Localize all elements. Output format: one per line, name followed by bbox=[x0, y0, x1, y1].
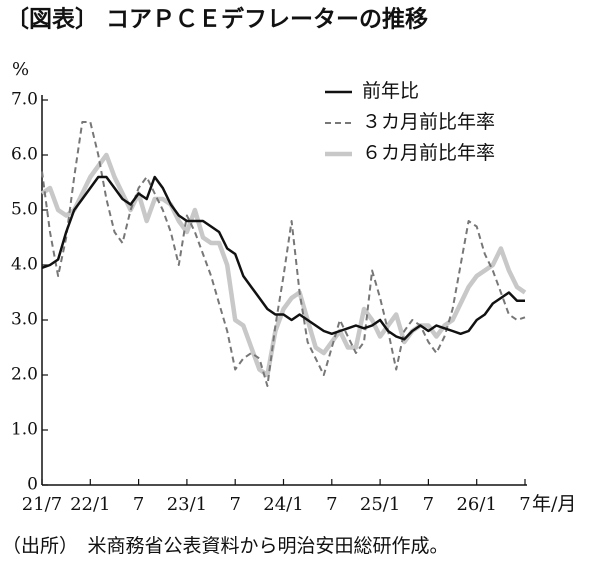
y-tick-label: 1.0 bbox=[11, 420, 38, 440]
y-tick-label: 5.0 bbox=[11, 200, 38, 220]
y-tick-label: 6.0 bbox=[11, 145, 38, 165]
y-tick-label: 7.0 bbox=[11, 90, 38, 110]
series-line bbox=[41, 175, 525, 341]
source-note: （出所） 米商務省公表資料から明治安田総研作成。 bbox=[2, 535, 449, 557]
x-tick-label: 7 bbox=[519, 494, 530, 515]
x-tick-label: 23/1 bbox=[167, 494, 207, 515]
y-tick-label: 3.0 bbox=[11, 310, 38, 330]
x-tick-label: 24/1 bbox=[263, 494, 303, 515]
series-line bbox=[40, 152, 527, 378]
y-axis-label: % bbox=[12, 59, 29, 80]
chart-title: 〔図表〕 コアＰＣＥデフレーターの推移 bbox=[6, 6, 428, 33]
legend-label: 前年比 bbox=[362, 80, 419, 102]
x-tick-label: 21/7 bbox=[22, 494, 62, 515]
x-axis-unit: 年/月 bbox=[532, 493, 576, 515]
y-tick-label: 0 bbox=[27, 475, 38, 495]
x-tick-label: 7 bbox=[326, 494, 337, 515]
series-line bbox=[41, 121, 526, 387]
x-tick-label: 25/1 bbox=[360, 494, 400, 515]
legend-label: ３カ月前比年率 bbox=[362, 111, 495, 133]
y-tick-label: 4.0 bbox=[11, 255, 38, 275]
y-tick-label: 2.0 bbox=[11, 365, 38, 385]
x-tick-label: 7 bbox=[133, 494, 144, 515]
x-tick-label: 22/1 bbox=[70, 494, 110, 515]
x-tick-label: 26/1 bbox=[456, 494, 496, 515]
legend-label: ６カ月前比年率 bbox=[362, 142, 495, 164]
x-tick-label: 7 bbox=[423, 494, 434, 515]
x-tick-label: 7 bbox=[229, 494, 240, 515]
